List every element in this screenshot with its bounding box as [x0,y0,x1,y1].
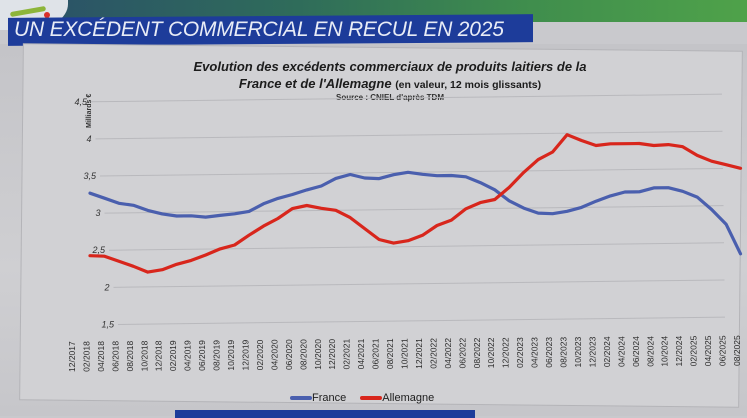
gridline [104,205,724,214]
legend-item-allemagne: Allemagne [360,392,434,404]
legend-label-allemagne: Allemagne [382,392,435,404]
x-tick-label: 04/2019 [183,340,193,371]
x-tick-label: 02/2021 [342,339,352,370]
y-tick-label: 4,5 [74,97,88,107]
chart-title: Evolution des excédents commerciaux de p… [150,58,630,94]
x-tick-label: 10/2020 [313,339,323,370]
x-tick-label: 10/2022 [486,337,496,368]
x-tick-label: 04/2024 [616,336,626,367]
x-tick-label: 06/2022 [457,337,467,368]
gridline [117,316,726,325]
x-tick-label: 12/2017 [67,341,77,372]
x-tick-label: 02/2022 [428,338,438,369]
x-tick-label: 02/2019 [168,340,178,371]
x-tick-label: 08/2019 [212,340,222,371]
x-tick-label: 12/2024 [674,336,684,367]
y-tick-label: 2,5 [91,245,106,255]
y-tick-label: 3 [95,208,100,218]
x-tick-label: 10/2021 [400,338,410,369]
x-tick-label: 12/2020 [327,339,337,370]
series-line-allemagne [88,133,743,274]
y-tick-label: 3,5 [83,171,97,181]
legend-swatch-allemagne [360,396,383,400]
x-tick-label: 04/2018 [96,341,106,372]
x-tick-label: 08/2020 [298,339,308,370]
chart-source: Source : CNIEL d'après TDM [336,93,444,102]
x-tick-label: 04/2022 [443,338,453,369]
x-tick-label: 06/2020 [284,339,294,370]
x-tick-label: 06/2021 [371,338,381,369]
gridline [113,279,725,288]
x-tick-label: 08/2023 [559,337,569,368]
x-tick-label: 02/2024 [602,336,612,367]
x-tick-label: 10/2023 [573,336,583,367]
x-tick-label: 02/2020 [255,339,265,370]
x-tick-label: 02/2023 [515,337,525,368]
chart-title-suffix: (en valeur, 12 mois glissants) [395,79,542,91]
legend-swatch-france [290,396,312,400]
y-tick-label: 1,5 [101,319,115,329]
chart-title-line2: France et de l'Allemagne [238,76,392,91]
x-tick-label: 06/2025 [718,335,728,366]
series-line-france [88,170,743,256]
x-tick-label: 08/2025 [732,335,742,366]
x-tick-label: 12/2019 [240,339,250,370]
x-tick-label: 12/2023 [587,336,597,367]
y-axis-unit: Milliards € [86,93,93,128]
logo-dot-icon [44,12,50,18]
gridline [108,242,725,251]
x-tick-label: 04/2025 [703,335,713,366]
x-tick-label: 06/2023 [544,337,554,368]
x-tick-label: 10/2018 [139,340,149,371]
footer-bar [175,410,475,418]
x-tick-label: 06/2024 [631,336,641,367]
y-tick-label: 4 [86,134,91,144]
legend-label-france: France [312,392,347,404]
x-tick-label: 12/2018 [154,340,164,371]
x-tick-label: 04/2020 [269,339,279,370]
x-tick-label: 04/2021 [356,338,366,369]
x-tick-label: 02/2025 [689,335,699,366]
slide-heading: UN EXCÉDENT COMMERCIAL EN RECUL EN 2025 [14,18,504,41]
x-tick-label: 08/2021 [385,338,395,369]
y-tick-label: 2 [103,282,109,292]
x-tick-label: 06/2019 [197,340,207,371]
x-tick-label: 08/2024 [645,336,655,367]
chart-title-line1: Evolution des excédents commerciaux de p… [193,59,587,74]
x-tick-label: 12/2022 [501,337,511,368]
gridline [95,130,723,140]
gridline [90,93,723,103]
x-tick-label: 02/2018 [81,341,91,372]
x-tick-label: 06/2018 [110,341,120,372]
x-tick-label: 08/2022 [472,337,482,368]
x-tick-label: 10/2019 [226,340,236,371]
x-tick-label: 12/2021 [414,338,424,369]
x-tick-label: 04/2023 [530,337,540,368]
legend-item-france: France [290,392,346,404]
x-tick-label: 08/2018 [125,340,135,371]
chart-legend: France Allemagne [290,392,434,404]
x-tick-label: 10/2024 [660,336,670,367]
